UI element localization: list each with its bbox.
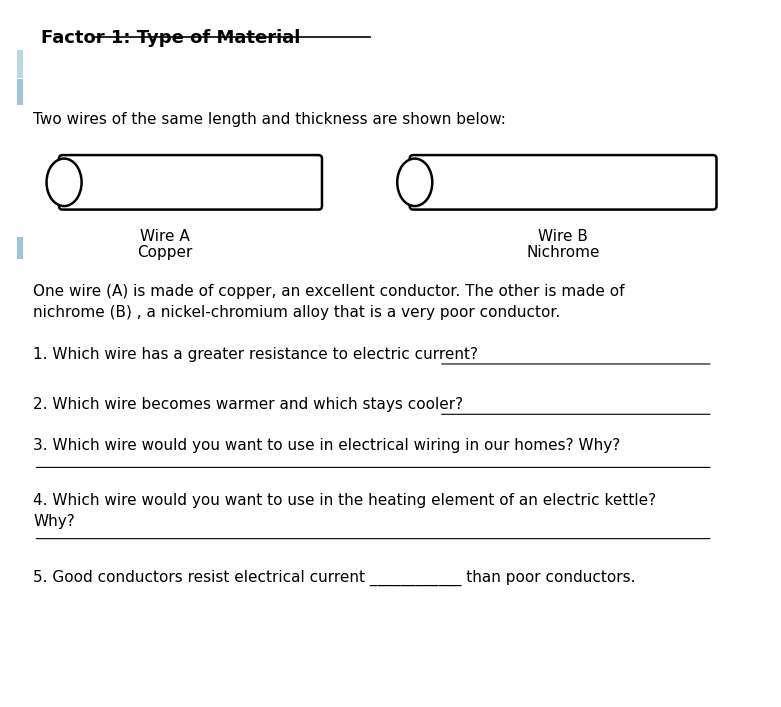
FancyBboxPatch shape — [17, 49, 23, 78]
Text: Factor 1: Type of Material: Factor 1: Type of Material — [41, 28, 300, 47]
Text: Wire B: Wire B — [538, 229, 588, 244]
FancyBboxPatch shape — [17, 79, 23, 105]
Text: Nichrome: Nichrome — [526, 245, 600, 259]
Text: Copper: Copper — [137, 245, 193, 259]
Ellipse shape — [47, 158, 81, 206]
FancyBboxPatch shape — [59, 155, 322, 209]
Text: 5. Good conductors resist electrical current ____________ than poor conductors.: 5. Good conductors resist electrical cur… — [34, 570, 636, 586]
FancyBboxPatch shape — [17, 237, 23, 259]
Text: 3. Which wire would you want to use in electrical wiring in our homes? Why?: 3. Which wire would you want to use in e… — [34, 438, 621, 453]
Text: Two wires of the same length and thickness are shown below:: Two wires of the same length and thickne… — [34, 112, 506, 127]
Text: One wire (A) is made of copper, an excellent conductor. The other is made of
nic: One wire (A) is made of copper, an excel… — [34, 284, 625, 320]
Text: 4. Which wire would you want to use in the heating element of an electric kettle: 4. Which wire would you want to use in t… — [34, 493, 657, 530]
Text: Wire A: Wire A — [140, 229, 190, 244]
Ellipse shape — [398, 158, 433, 206]
Text: 1. Which wire has a greater resistance to electric current?: 1. Which wire has a greater resistance t… — [34, 346, 479, 361]
FancyBboxPatch shape — [410, 155, 716, 209]
Text: 2. Which wire becomes warmer and which stays cooler?: 2. Which wire becomes warmer and which s… — [34, 397, 463, 411]
